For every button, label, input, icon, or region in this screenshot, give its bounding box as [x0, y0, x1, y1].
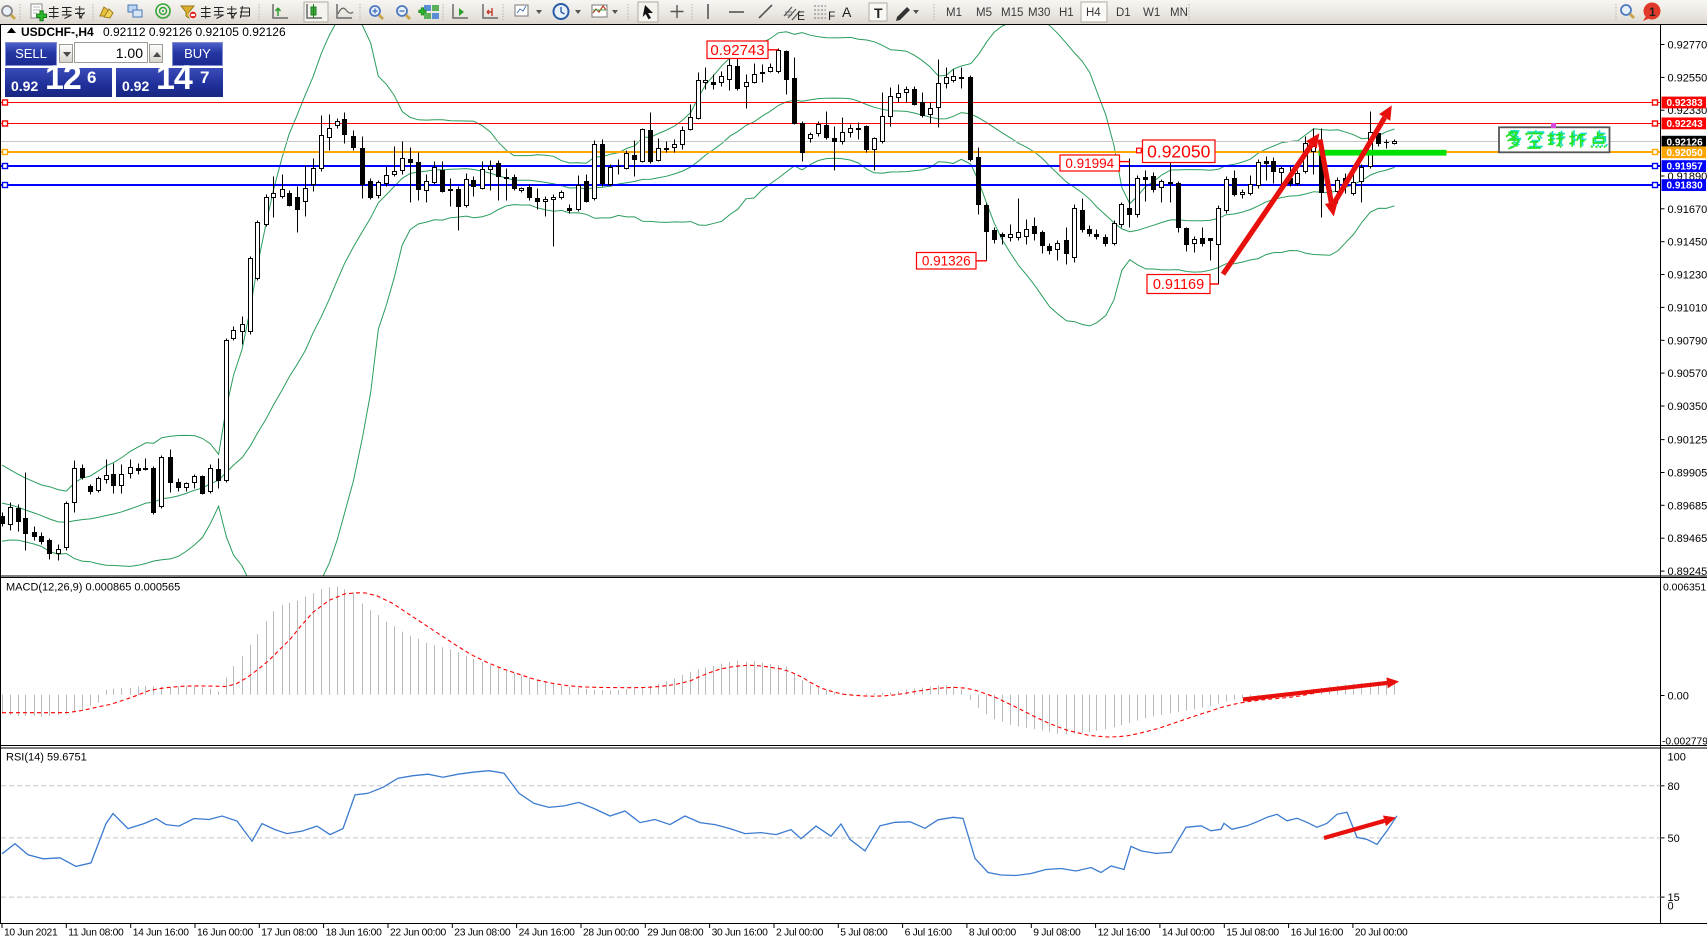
svg-text:50: 50 — [1668, 833, 1680, 845]
svg-text:0.89905: 0.89905 — [1668, 468, 1707, 480]
svg-text:E: E — [797, 9, 805, 23]
svg-text:0.92383: 0.92383 — [1667, 98, 1704, 109]
svg-text:2 Jul 00:00: 2 Jul 00:00 — [776, 928, 824, 939]
svg-text:9 Jul 08:00: 9 Jul 08:00 — [1033, 928, 1081, 939]
svg-text:0.92743: 0.92743 — [710, 42, 764, 59]
svg-text:0.91230: 0.91230 — [1668, 270, 1707, 282]
svg-text:0: 0 — [1668, 901, 1674, 913]
svg-text:14 Jul 00:00: 14 Jul 00:00 — [1162, 928, 1215, 939]
svg-text:0.92050: 0.92050 — [1667, 148, 1704, 159]
svg-text:6 Jul 16:00: 6 Jul 16:00 — [905, 928, 953, 939]
svg-text:0.90125: 0.90125 — [1668, 435, 1707, 447]
svg-text:10 Jun 2021: 10 Jun 2021 — [4, 928, 58, 939]
svg-text:T: T — [874, 5, 883, 21]
svg-text:USDCHF-,H4: USDCHF-,H4 — [21, 25, 94, 39]
svg-text:0.92770: 0.92770 — [1668, 40, 1707, 52]
svg-text:0.89685: 0.89685 — [1668, 500, 1707, 512]
svg-text:23 Jun 08:00: 23 Jun 08:00 — [454, 928, 511, 939]
svg-text:29 Jun 08:00: 29 Jun 08:00 — [647, 928, 704, 939]
svg-text:0.89245: 0.89245 — [1668, 566, 1707, 578]
svg-text:A: A — [842, 4, 852, 20]
svg-text:30 Jun 16:00: 30 Jun 16:00 — [712, 928, 769, 939]
svg-text:D1: D1 — [1116, 7, 1131, 19]
svg-text:11 Jun 08:00: 11 Jun 08:00 — [68, 928, 124, 939]
svg-text:1: 1 — [1649, 5, 1656, 19]
svg-text:MACD(12,26,9) 0.000865 0.00056: MACD(12,26,9) 0.000865 0.000565 — [6, 582, 180, 594]
svg-text:14 Jun 16:00: 14 Jun 16:00 — [133, 928, 190, 939]
svg-text:MN: MN — [1170, 7, 1188, 19]
svg-text:0.92550: 0.92550 — [1668, 72, 1707, 84]
svg-text:15 Jul 08:00: 15 Jul 08:00 — [1226, 928, 1279, 939]
svg-text:0.006351: 0.006351 — [1663, 583, 1707, 594]
svg-text:0.92126: 0.92126 — [1667, 137, 1704, 148]
svg-text:20 Jul 00:00: 20 Jul 00:00 — [1355, 928, 1408, 939]
svg-text:17 Jun 08:00: 17 Jun 08:00 — [261, 928, 318, 939]
svg-text:16 Jun 00:00: 16 Jun 00:00 — [197, 928, 254, 939]
svg-text:0.91957: 0.91957 — [1667, 162, 1704, 173]
svg-text:0.90790: 0.90790 — [1668, 335, 1707, 347]
svg-text:0.91830: 0.91830 — [1667, 181, 1704, 192]
svg-text:80: 80 — [1668, 781, 1680, 793]
svg-text:W1: W1 — [1143, 7, 1160, 19]
svg-text:M5: M5 — [976, 7, 992, 19]
svg-text:-0.002779: -0.002779 — [1662, 737, 1707, 748]
svg-text:F: F — [828, 9, 835, 23]
svg-text:M15: M15 — [1001, 7, 1023, 19]
svg-text:5 Jul 08:00: 5 Jul 08:00 — [840, 928, 888, 939]
svg-text:M30: M30 — [1028, 7, 1050, 19]
svg-text:24 Jun 16:00: 24 Jun 16:00 — [519, 928, 576, 939]
svg-text:0.90570: 0.90570 — [1668, 368, 1707, 380]
svg-text:8 Jul 00:00: 8 Jul 00:00 — [969, 928, 1017, 939]
svg-text:0.91670: 0.91670 — [1668, 204, 1707, 216]
svg-text:H1: H1 — [1059, 7, 1074, 19]
svg-text:0.91010: 0.91010 — [1668, 302, 1707, 314]
svg-text:0.89465: 0.89465 — [1668, 533, 1707, 545]
svg-text:0.91169: 0.91169 — [1153, 277, 1204, 293]
svg-text:12 Jul 16:00: 12 Jul 16:00 — [1098, 928, 1151, 939]
svg-text:M1: M1 — [946, 7, 962, 19]
svg-text:H4: H4 — [1086, 7, 1101, 19]
svg-text:0.91450: 0.91450 — [1668, 237, 1707, 249]
svg-text:0.92243: 0.92243 — [1667, 119, 1704, 130]
svg-text:0.92112 0.92126 0.92105 0.9212: 0.92112 0.92126 0.92105 0.92126 — [103, 25, 286, 39]
svg-text:0.90350: 0.90350 — [1668, 401, 1707, 413]
svg-text:22 Jun 00:00: 22 Jun 00:00 — [390, 928, 447, 939]
svg-text:100: 100 — [1668, 751, 1686, 763]
svg-text:0.91994: 0.91994 — [1065, 156, 1114, 171]
svg-text:15: 15 — [1668, 892, 1680, 904]
svg-text:16 Jul 16:00: 16 Jul 16:00 — [1291, 928, 1344, 939]
svg-text:0.91326: 0.91326 — [922, 254, 971, 269]
svg-text:0.92050: 0.92050 — [1147, 142, 1211, 162]
svg-text:0.00: 0.00 — [1668, 691, 1689, 703]
svg-text:RSI(14) 59.6751: RSI(14) 59.6751 — [6, 752, 87, 764]
svg-text:28 Jun 00:00: 28 Jun 00:00 — [583, 928, 640, 939]
svg-text:18 Jun 16:00: 18 Jun 16:00 — [326, 928, 383, 939]
